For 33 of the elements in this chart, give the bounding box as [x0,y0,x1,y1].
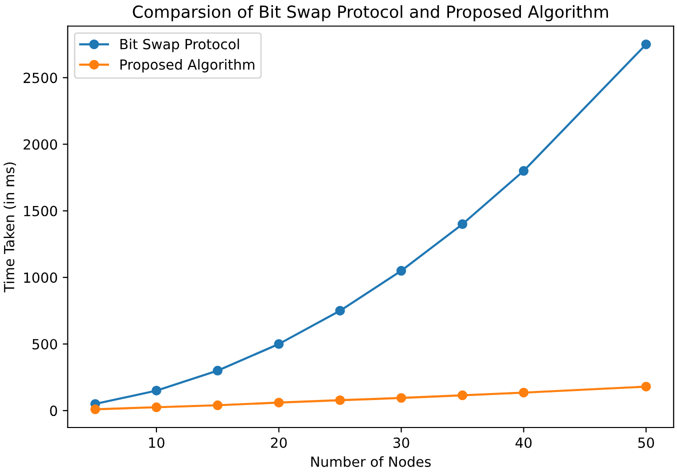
y-tick-label: 2000 [24,139,58,150]
y-tick-label: 1500 [24,206,58,216]
legend-label: Proposed Algorithm [120,59,254,72]
point [152,386,162,396]
point [90,404,100,414]
y-axis-title: Time Taken (in ms) [4,162,16,292]
point [274,339,284,349]
point [641,40,651,50]
point [396,393,406,403]
y-tick-label: 1000 [24,272,58,283]
point [152,402,162,412]
x-axis-title: Number of Nodes [311,456,431,467]
point [518,388,529,398]
x-tick-label: 40 [516,437,532,448]
point [212,400,223,410]
point [458,390,468,400]
x-tick-label: 10 [149,437,164,448]
point [274,398,284,408]
point [212,366,223,376]
point [335,395,345,406]
point [518,166,529,176]
x-tick-label: 20 [271,437,287,448]
y-tick-label: 0 [50,406,58,416]
point [335,306,345,316]
point [641,382,651,392]
y-tick-label: 500 [32,338,58,350]
point [396,266,406,276]
chart-title: Comparsion of Bit Swap Protocol and Proposed Algorithm [132,5,608,22]
y-tick-label: 2500 [24,72,58,84]
point [458,219,468,230]
legend-label: Bit Swap Protocol [120,38,239,52]
x-tick-label: 30 [393,437,410,448]
x-tick-label: 50 [638,437,654,448]
